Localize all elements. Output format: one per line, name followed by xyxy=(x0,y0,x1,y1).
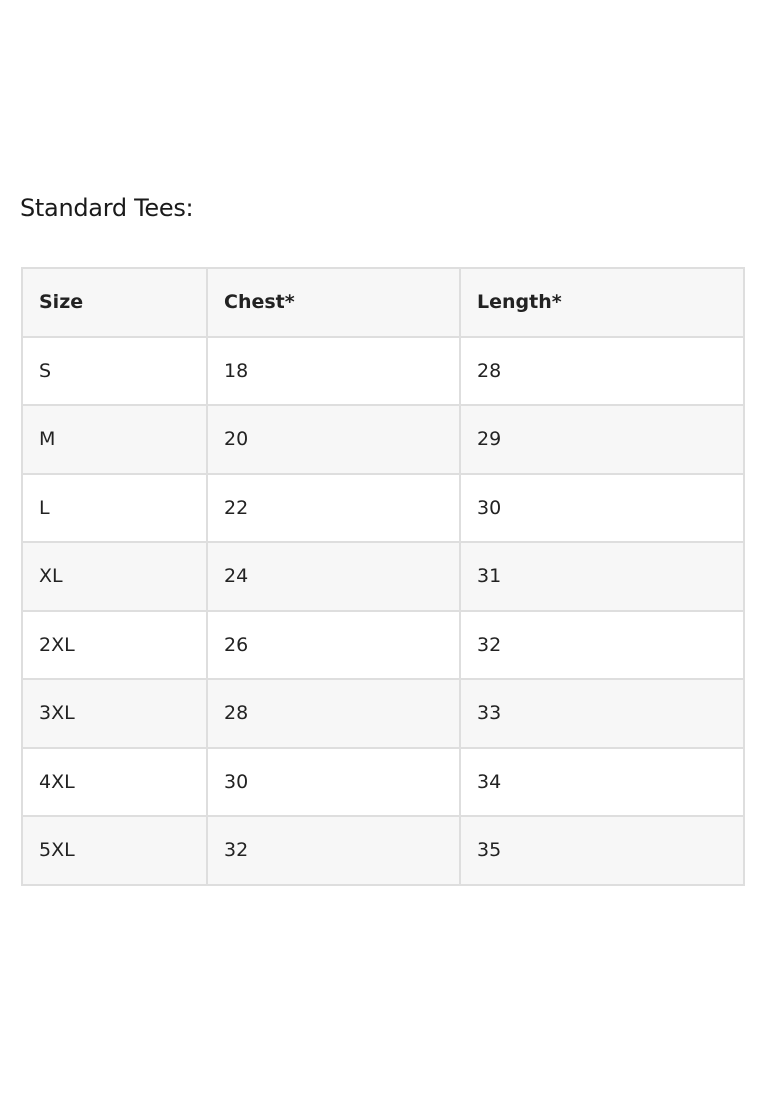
section-heading: Standard Tees: xyxy=(20,194,194,222)
table-header-row: Size Chest* Length* xyxy=(21,267,745,338)
header-length: Length* xyxy=(459,267,745,338)
size-cell: S xyxy=(21,335,208,406)
size-cell: XL xyxy=(21,541,208,612)
size-cell: L xyxy=(21,472,208,543)
length-cell: 31 xyxy=(459,541,745,612)
length-cell: 33 xyxy=(459,678,745,749)
chest-cell: 32 xyxy=(206,815,461,886)
chest-cell: 28 xyxy=(206,678,461,749)
length-cell: 32 xyxy=(459,609,745,680)
table-row: 5XL 32 35 xyxy=(21,815,745,886)
table-row: M 20 29 xyxy=(21,404,745,475)
chest-cell: 18 xyxy=(206,335,461,406)
table-row: XL 24 31 xyxy=(21,541,745,612)
size-chart-table: Size Chest* Length* S 18 28 M 20 29 L 22 30 XL 24 3… xyxy=(21,267,745,886)
table-row: 2XL 26 32 xyxy=(21,609,745,680)
header-chest: Chest* xyxy=(206,267,461,338)
chest-cell: 22 xyxy=(206,472,461,543)
chest-cell: 24 xyxy=(206,541,461,612)
chest-cell: 20 xyxy=(206,404,461,475)
table-row: 3XL 28 33 xyxy=(21,678,745,749)
length-cell: 30 xyxy=(459,472,745,543)
length-cell: 28 xyxy=(459,335,745,406)
header-size: Size xyxy=(21,267,208,338)
length-cell: 34 xyxy=(459,746,745,817)
size-cell: 3XL xyxy=(21,678,208,749)
length-cell: 35 xyxy=(459,815,745,886)
chest-cell: 30 xyxy=(206,746,461,817)
size-cell: 2XL xyxy=(21,609,208,680)
size-cell: 4XL xyxy=(21,746,208,817)
chest-cell: 26 xyxy=(206,609,461,680)
size-cell: M xyxy=(21,404,208,475)
table-row: 4XL 30 34 xyxy=(21,746,745,817)
table-row: L 22 30 xyxy=(21,472,745,543)
size-cell: 5XL xyxy=(21,815,208,886)
length-cell: 29 xyxy=(459,404,745,475)
table-row: S 18 28 xyxy=(21,335,745,406)
